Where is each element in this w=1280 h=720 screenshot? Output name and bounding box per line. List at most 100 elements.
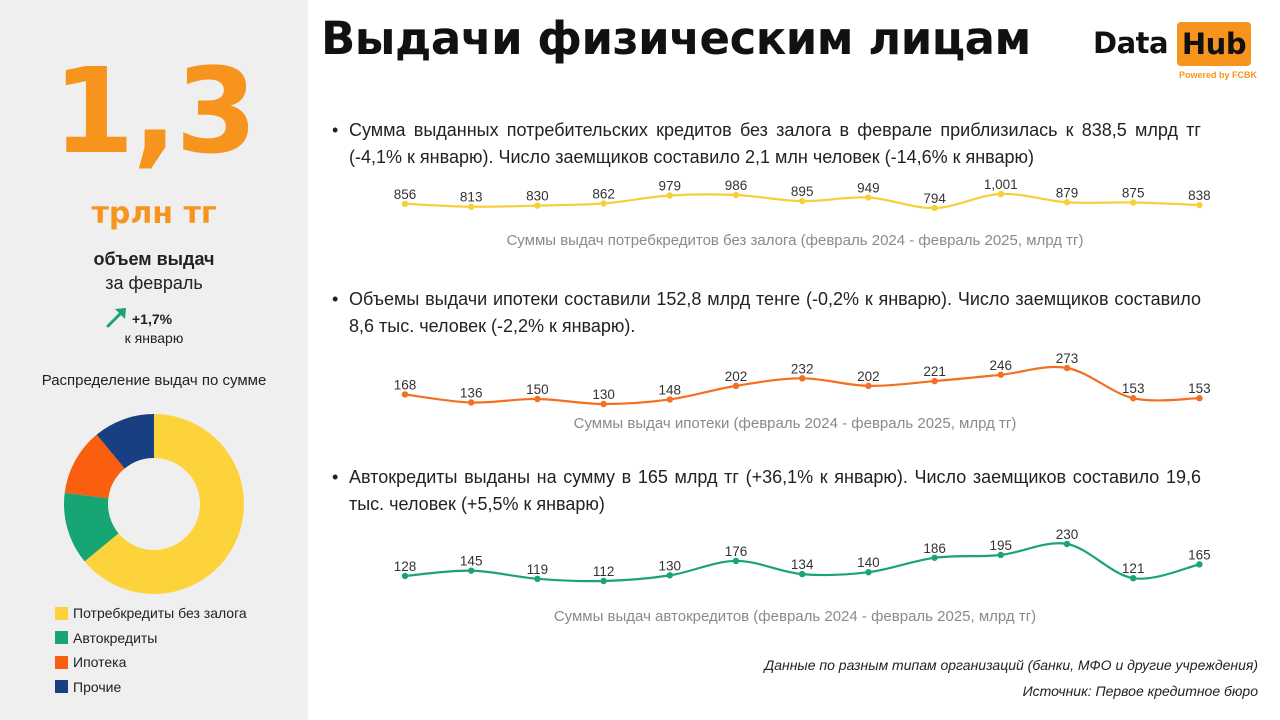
data-point <box>666 192 673 199</box>
donut-slice <box>84 414 244 594</box>
data-label: 176 <box>725 544 748 559</box>
data-label: 979 <box>659 178 682 193</box>
data-point <box>1063 199 1071 206</box>
legend-label: Прочие <box>73 678 122 695</box>
data-point <box>865 569 872 576</box>
bullet-text: Объемы выдачи ипотеки составили 152,8 мл… <box>349 289 1201 336</box>
datahub-logo: Data Hub Powered by FCBK <box>1093 22 1261 82</box>
data-point <box>666 572 673 579</box>
data-label: 121 <box>1122 561 1145 576</box>
bullet-text: Автокредиты выданы на сумму в 165 млрд т… <box>349 467 1201 514</box>
data-label: 140 <box>857 555 880 570</box>
mortgage-line-chart: 168 136 150 130 148 202 232 202 221 246 273 153 153 <box>394 351 1211 408</box>
data-point <box>931 554 938 561</box>
legend-swatch <box>55 631 68 645</box>
data-point <box>1063 364 1071 372</box>
donut-slice <box>64 492 119 562</box>
total-volume-value: 1,3 <box>52 42 257 180</box>
data-point <box>997 190 1004 198</box>
bullet-dot: • <box>332 120 339 140</box>
auto-loans-chart-caption: Суммы выдач автокредитов (февраль 2024 -… <box>553 608 1037 625</box>
data-point <box>534 202 541 209</box>
data-point <box>799 197 806 205</box>
data-label: 246 <box>990 358 1013 373</box>
data-point <box>732 191 740 199</box>
data-point <box>799 570 806 578</box>
data-point <box>732 382 740 390</box>
legend-item: Прочие <box>55 675 247 700</box>
data-label: 168 <box>394 377 417 392</box>
bullet-dot: • <box>332 467 339 487</box>
consumer-loans-line-chart: 856 813 830 862 979 986 895 949 794 1,001 879 875 83… <box>394 177 1211 212</box>
data-label: 1,001 <box>984 177 1018 192</box>
legend-swatch <box>55 606 68 620</box>
trend-up-arrow-icon <box>106 308 126 328</box>
logo-powered-by: Powered by FCBK <box>1179 70 1258 80</box>
data-point <box>732 557 740 565</box>
data-label: 153 <box>1122 381 1145 396</box>
data-label: 195 <box>990 538 1013 553</box>
data-point <box>1196 561 1203 568</box>
bullet-text: Сумма выданных потребительских кредитов … <box>349 120 1201 167</box>
data-label: 119 <box>527 562 549 577</box>
data-point <box>1130 199 1137 206</box>
data-label: 949 <box>857 181 880 196</box>
data-point <box>1130 395 1137 402</box>
legend-label: Потребкредиты без залога <box>73 605 247 622</box>
data-label: 830 <box>526 189 549 204</box>
data-label: 202 <box>725 369 748 384</box>
data-label: 856 <box>394 187 417 202</box>
data-label: 273 <box>1056 351 1079 366</box>
auto-loans-line-chart: 128 145 119 112 130 176 134 140 186 195 230 121 165 <box>394 527 1211 585</box>
data-label: 986 <box>725 178 748 193</box>
total-volume-unit: трлн тг <box>91 196 217 231</box>
data-label: 875 <box>1122 186 1145 201</box>
legend-label: Автокредиты <box>73 629 158 646</box>
volume-period: за февраль <box>105 273 203 293</box>
data-label: 130 <box>659 558 682 573</box>
data-point <box>600 200 607 207</box>
data-point <box>997 551 1004 559</box>
distribution-title: Распределение выдач по сумме <box>41 372 267 389</box>
donut-slice <box>96 414 154 469</box>
data-label: 128 <box>394 559 417 574</box>
data-label: 165 <box>1188 547 1211 562</box>
data-label: 895 <box>791 184 814 199</box>
data-scope-footnote: Данные по разным типам организаций (банк… <box>764 657 1258 673</box>
data-point <box>401 572 409 580</box>
data-point <box>931 204 938 212</box>
data-point <box>1063 540 1071 548</box>
data-point <box>865 382 872 390</box>
data-label: 148 <box>659 382 682 397</box>
consumer-loans-chart-caption: Суммы выдач потребкредитов без залога (ф… <box>506 232 1084 249</box>
change-period: к январю <box>124 330 184 346</box>
data-label: 130 <box>592 387 615 402</box>
data-point <box>1196 395 1203 402</box>
data-label: 879 <box>1056 185 1079 200</box>
data-label: 230 <box>1056 527 1079 542</box>
data-label: 794 <box>923 191 946 206</box>
data-point <box>468 567 475 574</box>
data-label: 136 <box>460 385 483 400</box>
data-point <box>468 399 475 406</box>
source-footnote: Источник: Первое кредитное бюро <box>1022 683 1258 699</box>
data-point <box>534 575 541 583</box>
summary-panel: 1,3 трлн тг объем выдач за февраль +1,7%… <box>0 0 308 720</box>
data-label: 862 <box>592 186 615 201</box>
data-point <box>1130 574 1137 582</box>
data-label: 134 <box>791 557 814 572</box>
legend-item: Автокредиты <box>55 626 247 651</box>
data-label: 145 <box>460 554 483 569</box>
data-point <box>534 395 541 403</box>
bullet-dot: • <box>332 289 339 309</box>
data-label: 221 <box>923 364 946 379</box>
data-point <box>931 377 938 385</box>
change-value: +1,7% <box>132 311 173 327</box>
data-point <box>666 396 673 403</box>
logo-data-text: Data <box>1093 26 1169 60</box>
data-point <box>401 200 409 208</box>
legend-item: Ипотека <box>55 650 247 675</box>
data-point <box>865 194 872 201</box>
data-label: 232 <box>791 361 814 376</box>
data-point <box>600 577 607 585</box>
